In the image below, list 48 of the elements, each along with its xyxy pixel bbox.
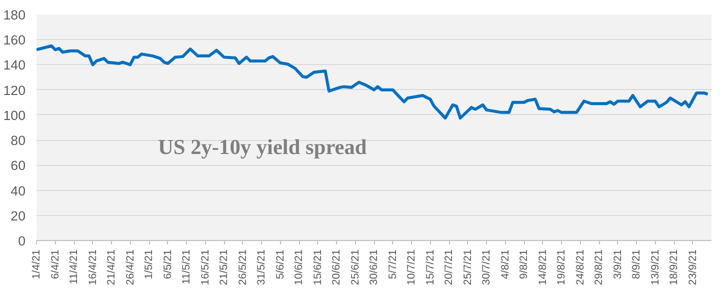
x-tick-label: 13/9/21 <box>649 249 662 286</box>
x-tick-label: 3/9/21 <box>612 249 624 280</box>
x-tick-label: 11/4/21 <box>68 249 80 284</box>
x-tick-label: 11/5/21 <box>180 249 192 284</box>
x-tick-label: 20/7/21 <box>443 249 455 286</box>
y-tick-label: 80 <box>10 133 26 148</box>
x-tick-label: 14/8/21 <box>536 249 549 286</box>
x-tick-label: 23/9/21 <box>686 249 699 286</box>
x-tick-label: 9/8/21 <box>518 249 530 280</box>
y-tick-label: 100 <box>3 108 26 123</box>
x-tick-label: 6/5/21 <box>162 249 174 280</box>
x-tick-label: 30/7/21 <box>480 249 492 286</box>
x-tick-label: 24/8/21 <box>574 249 586 286</box>
text: US 2y-10y yield spread <box>158 135 367 160</box>
x-tick-label: 1/5/21 <box>143 249 155 280</box>
x-tick-label: 29/8/21 <box>593 249 605 286</box>
x-tick-label: 26/5/21 <box>236 249 249 286</box>
y-tick-label: 120 <box>3 82 26 98</box>
x-tick-label: 6/4/21 <box>49 249 62 280</box>
x-tick-label: 1/4/21 <box>30 249 42 280</box>
x-tick-label: 26/4/21 <box>124 249 136 286</box>
x-tick-label: 20/6/21 <box>330 249 342 286</box>
x-tick-label: 15/6/21 <box>312 249 324 286</box>
x-tick-label: 16/4/21 <box>86 249 99 286</box>
y-tick-label: 60 <box>10 158 26 174</box>
x-tick-label: 10/6/21 <box>293 249 305 286</box>
x-tick-label: 8/9/21 <box>630 249 642 280</box>
y-tick-label: 20 <box>10 208 26 224</box>
y-tick-label: 180 <box>3 8 26 22</box>
x-tick-label: 19/8/21 <box>556 249 568 286</box>
x-tick-label: 10/7/21 <box>406 249 418 286</box>
y-tick-label: 140 <box>3 58 26 73</box>
y-tick-label: 160 <box>3 32 26 48</box>
x-tick-label: 30/6/21 <box>368 249 380 286</box>
x-tick-label: 25/7/21 <box>462 249 474 286</box>
x-tick-label: 4/8/21 <box>499 249 512 280</box>
x-tick-label: 21/5/21 <box>218 249 230 286</box>
x-tick-label: 16/5/21 <box>199 249 212 286</box>
x-tick-label: 31/5/21 <box>256 249 268 286</box>
x-tick-label: 5/6/21 <box>274 249 286 280</box>
line-series <box>36 44 710 120</box>
x-tick-label: 5/7/21 <box>386 249 399 280</box>
y-tick-label: 0 <box>18 234 26 248</box>
x-tick-label: 21/4/21 <box>106 249 118 286</box>
y-tick-label: 40 <box>10 183 26 198</box>
x-tick-label: 25/6/21 <box>349 249 362 286</box>
x-tick-label: 18/9/21 <box>668 249 680 286</box>
x-tick-label: 15/7/21 <box>424 249 436 286</box>
